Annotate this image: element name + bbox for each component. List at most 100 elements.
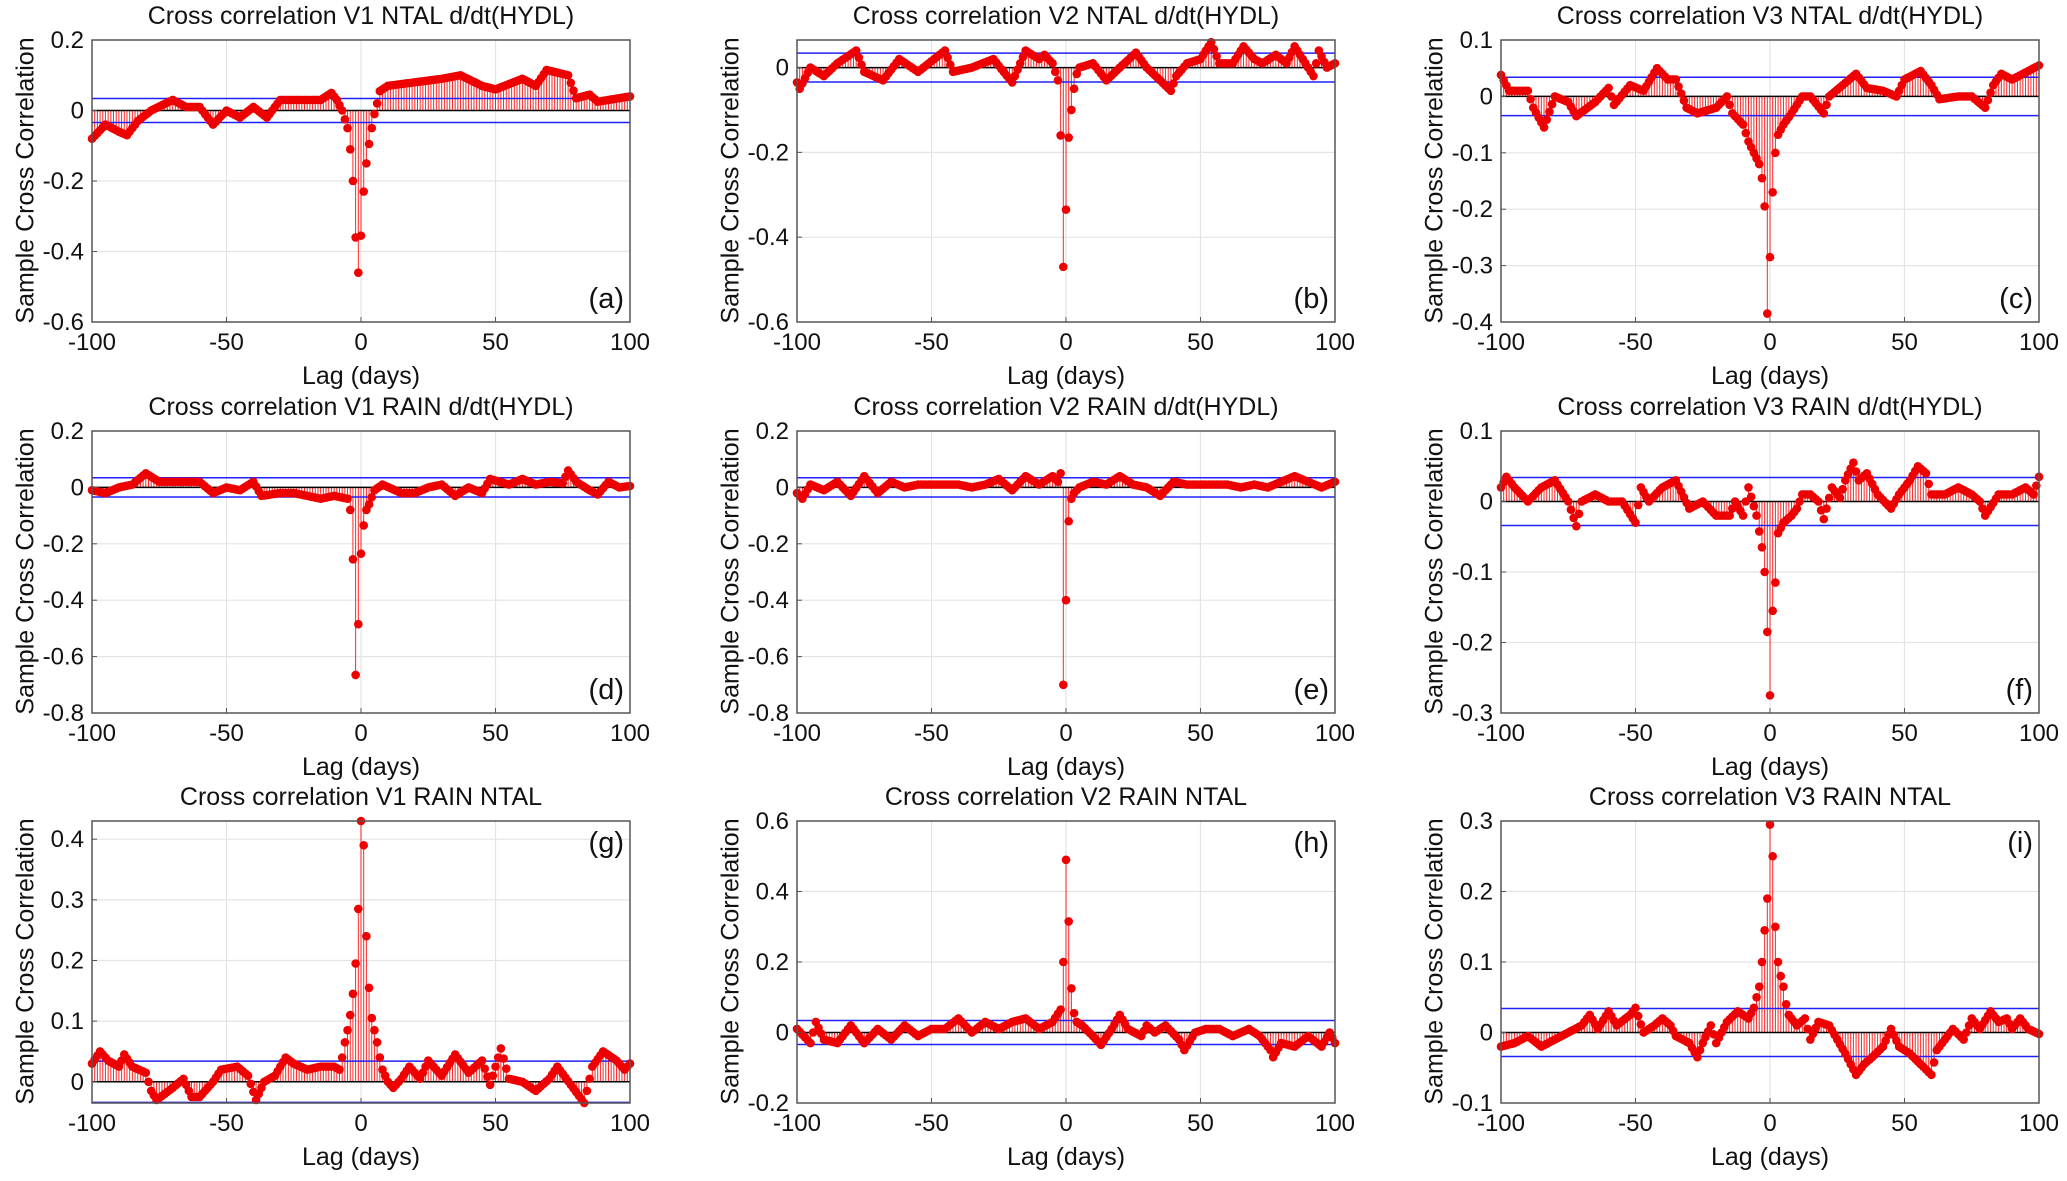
y-tick-label: 0 [1480, 489, 1493, 516]
x-tick-label: -100 [1477, 1110, 1525, 1137]
x-tick-label: 50 [1187, 720, 1214, 747]
y-tick-label: -0.6 [748, 309, 789, 336]
y-tick-label: -0.3 [1452, 253, 1493, 280]
y-tick-label: -0.2 [748, 139, 789, 166]
data-point [1048, 59, 1057, 68]
y-tick-label: -0.8 [43, 700, 84, 727]
subplot-title: Cross correlation V3 RAIN d/dt(HYDL) [1557, 393, 1983, 421]
data-point [340, 1038, 350, 1047]
data-point [370, 109, 379, 119]
data-point [343, 123, 352, 133]
data-point [1056, 1005, 1065, 1014]
data-point [1166, 86, 1176, 96]
data-point [375, 1053, 385, 1062]
data-point [496, 1044, 506, 1053]
subplot-title: Cross correlation V3 NTAL d/dt(HYDL) [1556, 2, 1984, 30]
data-point [1757, 543, 1767, 552]
data-point [1059, 262, 1068, 272]
data-point [362, 931, 371, 941]
data-point [1545, 107, 1554, 117]
data-point [1765, 252, 1775, 262]
data-point [345, 144, 355, 154]
data-point [1851, 467, 1861, 476]
x-axis-label: Lag (days) [1006, 1143, 1126, 1171]
data-point [335, 1065, 344, 1074]
y-tick-label: -0.4 [43, 239, 84, 266]
x-tick-label: 0 [1763, 1110, 1776, 1137]
y-tick-label: 0.3 [51, 887, 84, 914]
data-point [1209, 44, 1219, 54]
data-point [1053, 75, 1063, 85]
data-point [1741, 128, 1751, 138]
data-point [1754, 159, 1764, 169]
y-tick-label: -0.2 [43, 531, 84, 558]
data-point [1547, 99, 1557, 109]
data-point [351, 670, 360, 680]
subplot-g: Cross correlation V1 RAIN NTAL Lag (days)… [12, 783, 651, 1171]
data-point [1849, 458, 1858, 468]
y-tick-label: 0 [1480, 1020, 1493, 1047]
x-tick-label: 100 [1315, 329, 1355, 356]
data-point [1064, 133, 1073, 142]
panel-label: (i) [2007, 827, 2033, 859]
data-point [1738, 511, 1748, 520]
y-tick-label: -0.4 [43, 587, 84, 614]
data-point [1822, 504, 1831, 513]
y-tick-label: 0.6 [756, 808, 789, 835]
data-point [348, 989, 358, 999]
y-tick-label: -0.8 [748, 700, 789, 727]
data-point [1725, 100, 1734, 110]
data-point [2029, 490, 2038, 499]
data-point [1749, 1003, 1759, 1013]
data-point [1800, 1014, 1810, 1023]
data-point [1754, 982, 1764, 991]
data-point [1064, 917, 1073, 926]
x-tick-label: -100 [68, 720, 116, 747]
data-point [477, 1056, 487, 1065]
data-point [1757, 957, 1767, 967]
panel-label: (g) [588, 827, 624, 859]
data-point [946, 60, 955, 70]
x-axis-label: Lag (days) [1006, 362, 1126, 390]
data-point [1746, 492, 1756, 502]
data-point [1763, 309, 1772, 318]
data-point [1631, 518, 1640, 527]
data-point [1924, 479, 1934, 489]
data-point [857, 60, 866, 70]
data-point [370, 1025, 379, 1035]
data-point [354, 268, 363, 277]
x-tick-label: 50 [482, 720, 509, 747]
y-tick-label: 0.1 [51, 1008, 84, 1035]
data-point [1760, 567, 1769, 577]
plot-area: -100 -50 0 50 100 0 0.1 0.2 0.3 0.4 [51, 816, 650, 1137]
data-point [337, 106, 347, 115]
x-tick-label: 50 [482, 1110, 509, 1137]
data-point [348, 555, 358, 564]
plot-area: -100 -50 0 50 100 -0.8 -0.6 -0.4 -0.2 0 0.2 [748, 418, 1355, 747]
data-point [1064, 516, 1073, 526]
y-tick-label: 0.2 [1460, 879, 1493, 906]
data-point [1574, 509, 1584, 519]
data-point [1059, 680, 1068, 690]
data-point [1760, 202, 1769, 211]
x-tick-label: -50 [209, 329, 244, 356]
x-tick-label: 100 [2019, 1110, 2059, 1137]
x-tick-label: -50 [1618, 720, 1653, 747]
data-point [1563, 497, 1573, 506]
y-tick-label: -0.2 [748, 1090, 789, 1117]
data-point [1738, 120, 1748, 129]
y-tick-label: 0.2 [51, 947, 84, 974]
y-tick-label: 0 [71, 474, 84, 501]
x-axis-label: Lag (days) [1710, 1143, 1830, 1171]
data-point [940, 46, 950, 55]
x-tick-label: -50 [914, 1110, 949, 1137]
data-point [1760, 925, 1769, 935]
data-point [806, 1038, 815, 1048]
data-point [1061, 855, 1071, 865]
data-point [1633, 500, 1643, 510]
subplot-title: Cross correlation V2 NTAL d/dt(HYDL) [852, 2, 1280, 30]
x-tick-label: 0 [1059, 329, 1072, 356]
data-point [356, 549, 366, 558]
data-point [1980, 103, 1990, 112]
subplot-f: Cross correlation V3 RAIN d/dt(HYDL) Lag … [1421, 393, 2060, 781]
